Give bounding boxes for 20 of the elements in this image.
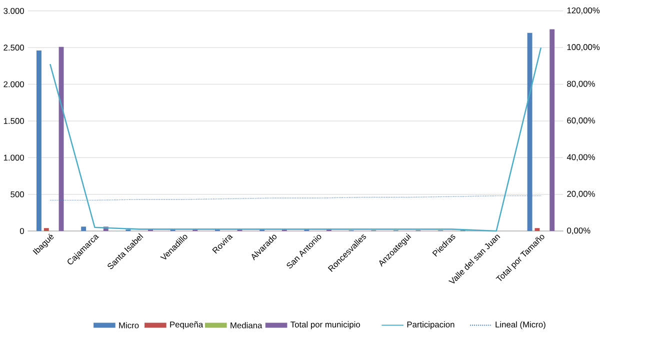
y2-tick-label: 0,00% [567,228,590,234]
y2-tick-label: 40,00% [566,154,595,162]
y-tick-label: 0 [20,228,24,234]
y2-tick-label: 80,00% [567,80,595,88]
legend-label: Lineal (Micro) [496,321,546,330]
y2-tick-label: 20,00% [567,190,595,198]
y2-tick-label: 100,00% [567,44,600,52]
y-tick-label: 1.500 [4,118,24,124]
legend-label: Micro [119,322,139,328]
y-tick-label: 1.000 [4,154,24,161]
y2-tick-label: 120,00% [567,7,600,14]
y2-tick-label: 60,00% [567,117,595,124]
y-tick-label: 2.500 [4,44,24,51]
y-tick-label: 500 [10,191,24,198]
legend-label: Total por municipio [290,321,360,330]
legend-label: Participacion [407,321,454,330]
legend-label: Pequeña [170,321,204,330]
legend-label: Mediana [230,322,262,328]
y-tick-label: 2.000 [4,81,24,88]
y-tick-label: 3.000 [4,8,24,14]
